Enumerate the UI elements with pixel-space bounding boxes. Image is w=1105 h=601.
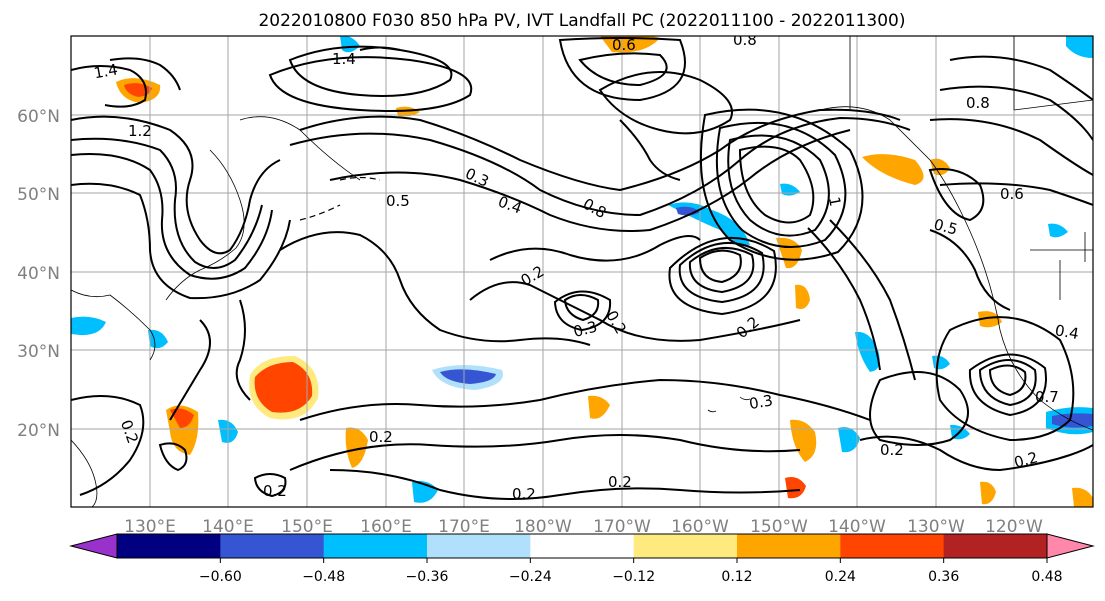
colorbar-segment <box>530 534 635 558</box>
colorbar: −0.60 −0.48 −0.36 −0.24 −0.12 0.12 0.24 0.36 0.4… <box>69 533 1095 585</box>
lon-label: 140°W <box>828 517 886 537</box>
shade-positive-blob <box>980 481 996 505</box>
colorbar-tick-label: 0.36 <box>928 569 959 585</box>
dashed-contours <box>299 176 381 221</box>
figure-title: 2022010800 F030 850 hPa PV, IVT Landfall… <box>258 11 905 31</box>
latitude-labels: 60°N 50°N 40°N 30°N 20°N <box>17 107 60 441</box>
shade-negative-blob <box>1048 223 1068 238</box>
lat-label: 20°N <box>17 421 60 441</box>
lat-label: 30°N <box>17 342 60 362</box>
colorbar-segment <box>220 534 325 558</box>
contour-label: 0.5 <box>386 192 410 210</box>
contour-label: 0.2 <box>880 441 904 459</box>
shade-positive-blob <box>1072 487 1093 507</box>
contour-label: 0.2 <box>512 485 536 503</box>
lon-label: 160°E <box>360 517 412 537</box>
contour-label: 0.8 <box>733 31 757 49</box>
gridlines <box>71 36 1093 507</box>
lon-label: 130°W <box>907 517 965 537</box>
lat-label: 40°N <box>17 264 60 284</box>
contour-labels: 1.4 1.4 1.2 0.6 0.8 0.5 0.3 0.4 0.8 0.2 … <box>92 31 1081 503</box>
contour-label: 0.3 <box>571 317 599 341</box>
lon-label: 150°E <box>281 517 333 537</box>
contour-label: 0.2 <box>369 428 393 446</box>
lon-label: 180°W <box>514 517 572 537</box>
colorbar-segment <box>840 534 945 558</box>
contour-label: 0.7 <box>1035 388 1059 406</box>
map-plot-area: 1.4 1.4 1.2 0.6 0.8 0.5 0.3 0.4 0.8 0.2 … <box>71 31 1093 507</box>
shade-negative-blob <box>1052 413 1093 428</box>
contour-label: 1.2 <box>128 122 152 140</box>
lon-label: 150°W <box>750 517 808 537</box>
contour-label: 0.4 <box>1054 321 1081 343</box>
contour-label: 1 <box>825 195 844 208</box>
colorbar-tick-label: −0.48 <box>302 569 345 585</box>
shade-positive-blob <box>785 477 806 499</box>
contour-label: 1.4 <box>92 60 119 82</box>
colorbar-segment <box>633 534 738 558</box>
lon-label: 170°E <box>438 517 490 537</box>
colorbar-tick-label: −0.60 <box>199 569 242 585</box>
shade-negative-blob <box>1066 36 1093 58</box>
colorbar-segment <box>737 534 841 558</box>
lon-label: 160°W <box>671 517 729 537</box>
lat-label: 50°N <box>17 185 60 205</box>
colorbar-segment <box>427 534 531 558</box>
shade-positive-blob <box>345 427 368 468</box>
colorbar-tick-label: 0.24 <box>825 569 856 585</box>
lon-label: 120°W <box>985 517 1043 537</box>
shade-negative-blob <box>838 427 860 453</box>
colorbar-segment <box>117 534 221 558</box>
contour-label: 1.4 <box>332 50 356 68</box>
shade-positive-blob <box>396 106 420 117</box>
colorbar-tick-label: −0.12 <box>612 569 655 585</box>
contour-label: 0.6 <box>1000 185 1024 203</box>
shade-positive-blob <box>978 311 1002 328</box>
shade-positive-blob <box>790 419 817 462</box>
shade-positive-blob <box>600 36 660 53</box>
shade-negative-blob <box>440 369 496 384</box>
contour-label: 0.3 <box>748 391 775 413</box>
colorbar-segments <box>116 533 1048 559</box>
colorbar-min-extend <box>69 533 118 559</box>
lon-label: 130°E <box>124 517 176 537</box>
shade-negative-blob <box>148 329 168 349</box>
shade-positive-blob <box>170 408 194 428</box>
colorbar-max-extend <box>1046 533 1095 559</box>
lon-label: 140°E <box>202 517 254 537</box>
shade-positive-blob <box>588 395 610 419</box>
colorbar-ticks: −0.60 −0.48 −0.36 −0.24 −0.12 0.12 0.24 0.36 0.4… <box>199 558 1063 585</box>
map-border <box>70 35 1094 508</box>
pv-contours <box>71 37 1093 500</box>
colorbar-segment <box>323 534 428 558</box>
shade-positive-blob <box>795 284 810 309</box>
lon-label: 170°W <box>593 517 651 537</box>
longitude-labels: 130°E 140°E 150°E 160°E 170°E 180°W 170°… <box>124 517 1043 537</box>
contour-label: 0.5 <box>932 215 960 239</box>
colorbar-tick-label: 0.12 <box>721 569 752 585</box>
shade-positive-blob <box>862 154 924 185</box>
colorbar-segment <box>943 534 1048 558</box>
shade-negative-blob <box>71 316 106 336</box>
contour-label: 0.2 <box>263 482 287 500</box>
shade-positive-blob <box>930 158 950 176</box>
colorbar-tick-label: −0.36 <box>406 569 449 585</box>
colorbar-tick-label: 0.48 <box>1031 569 1062 585</box>
shade-positive-blob <box>254 362 313 413</box>
contour-label: 0.2 <box>1012 448 1040 472</box>
colorbar-tick-label: −0.24 <box>509 569 552 585</box>
contour-label: 0.8 <box>966 94 990 112</box>
contour-label: 0.2 <box>608 473 632 491</box>
lat-label: 60°N <box>17 107 60 127</box>
contour-label: 0.6 <box>612 36 636 54</box>
